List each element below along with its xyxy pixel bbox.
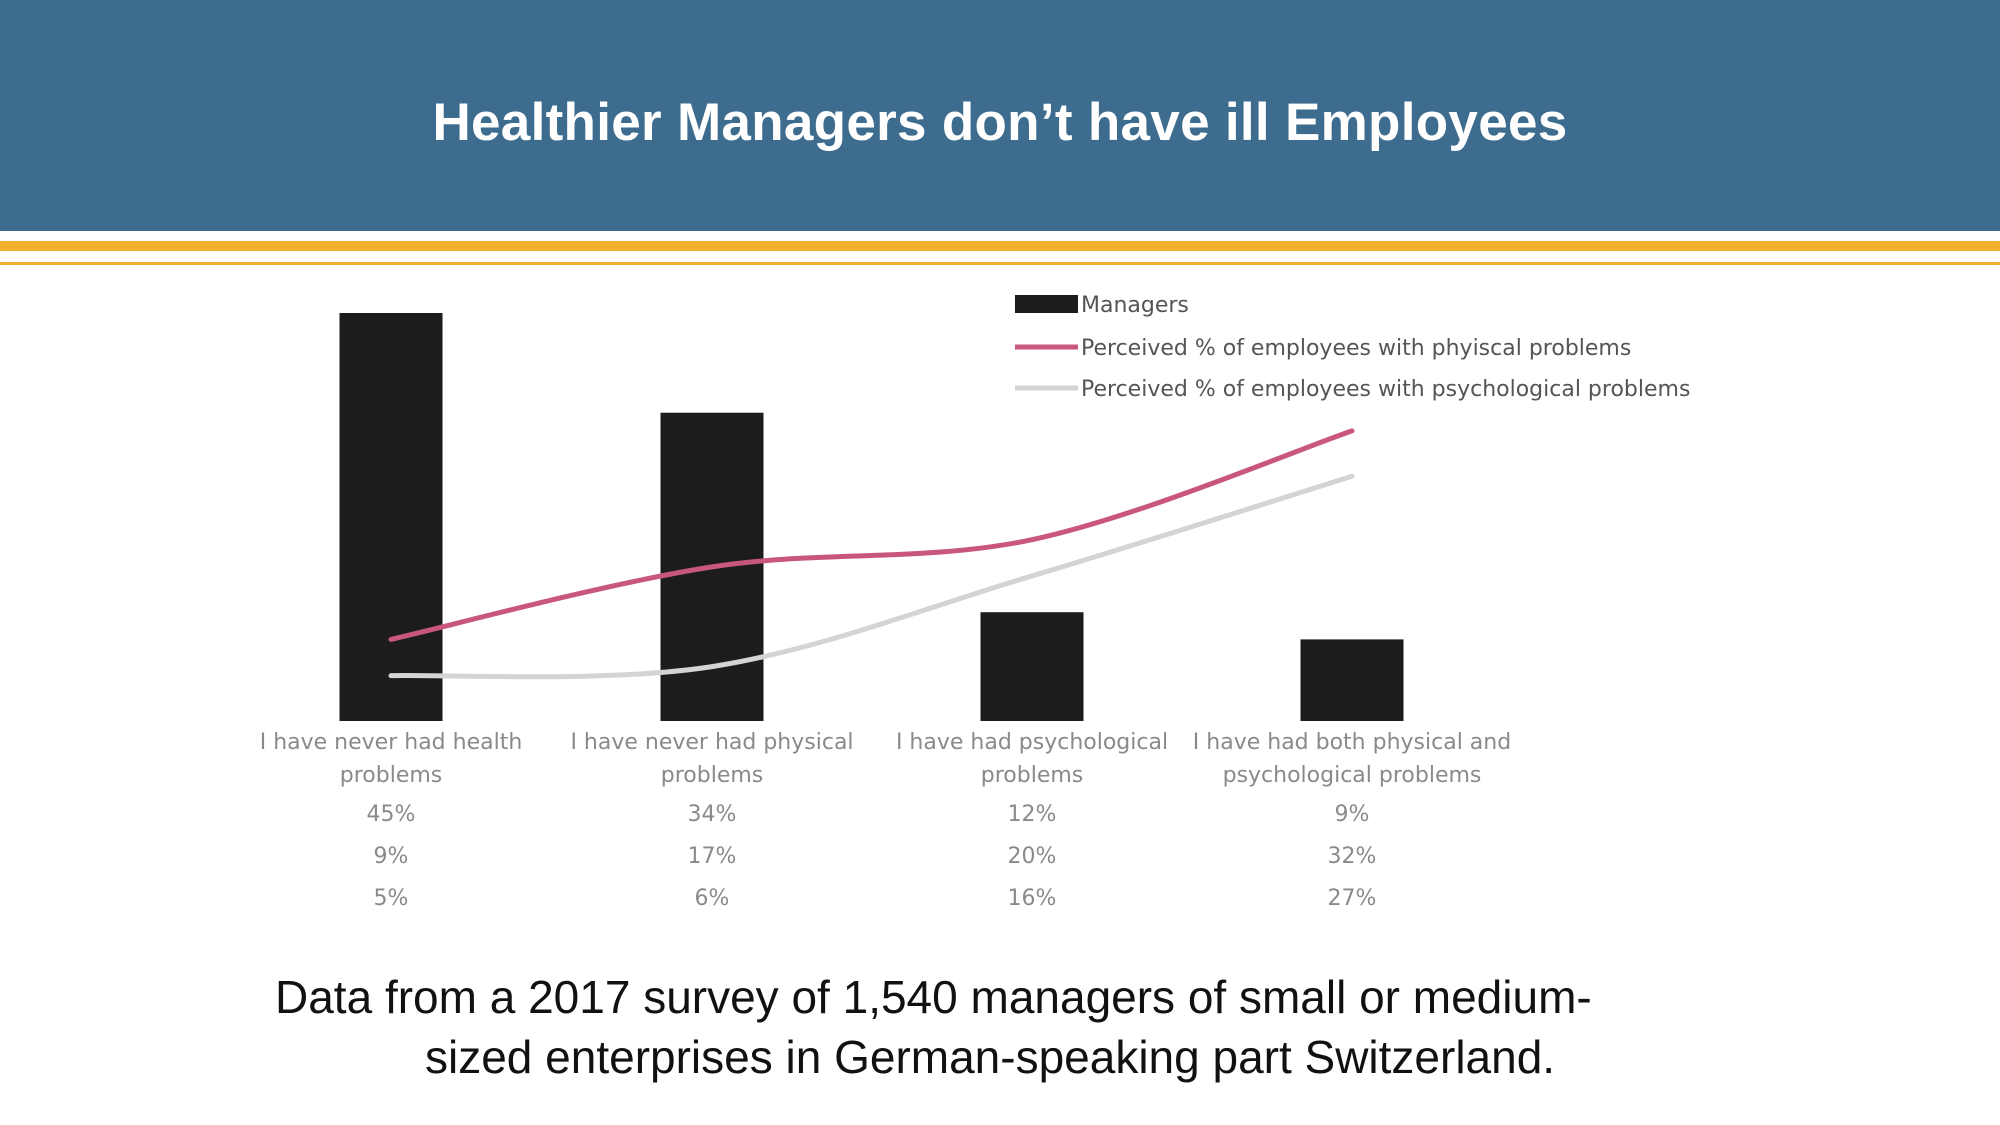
- table-cell: 5%: [374, 886, 409, 911]
- legend-label: Perceived % of employees with phyiscal p…: [1081, 336, 1631, 361]
- table-cell: 9%: [1335, 802, 1370, 827]
- category-label: I have never had physical: [570, 730, 853, 755]
- table-cell: 9%: [374, 844, 409, 869]
- chart-svg: Managers Perceived % of employees with ph…: [260, 293, 1691, 911]
- caption-line-1: Data from a 2017 survey of 1,540 manager…: [275, 971, 1592, 1023]
- accent-rule-thick: [0, 241, 2000, 251]
- data-table: 45% 34% 12% 9% 9% 17% 20% 32% 5% 6% 16% 27%: [367, 802, 1377, 911]
- physical-problems-line: [388, 428, 1355, 642]
- caption-line-2: sized enterprises in German-speaking par…: [425, 1031, 1556, 1083]
- table-cell: 6%: [695, 886, 730, 911]
- legend-label: Managers: [1081, 293, 1189, 318]
- title-banner: Healthier Managers don’t have ill Employ…: [0, 0, 2000, 231]
- category-label: I have had psychological: [896, 730, 1168, 755]
- line-series: [388, 428, 1355, 680]
- psychological-problems-line: [388, 473, 1355, 680]
- manager-bar: [1300, 639, 1404, 721]
- chart: Managers Perceived % of employees with ph…: [0, 270, 2000, 950]
- category-labels: I have never had health problems I have ne…: [260, 730, 1511, 788]
- chart-legend: Managers Perceived % of employees with ph…: [1015, 293, 1690, 402]
- table-cell: 27%: [1328, 886, 1377, 911]
- accent-rule-thin: [0, 262, 2000, 265]
- manager-bar: [980, 612, 1084, 721]
- manager-bar: [339, 313, 443, 721]
- slide-title: Healthier Managers don’t have ill Employ…: [432, 93, 1568, 152]
- category-label: problems: [340, 763, 443, 788]
- category-label: psychological problems: [1223, 763, 1482, 788]
- bar-series: [339, 313, 1404, 721]
- category-label: I have never had health: [260, 730, 523, 755]
- legend-label: Perceived % of employees with psychologi…: [1081, 377, 1690, 402]
- table-cell: 17%: [688, 844, 737, 869]
- table-cell: 20%: [1008, 844, 1057, 869]
- table-cell: 16%: [1008, 886, 1057, 911]
- legend-swatch-managers: [1015, 295, 1078, 313]
- table-cell: 45%: [367, 802, 416, 827]
- table-cell: 32%: [1328, 844, 1377, 869]
- category-label: problems: [981, 763, 1084, 788]
- category-label: problems: [661, 763, 764, 788]
- table-cell: 34%: [688, 802, 737, 827]
- table-cell: 12%: [1008, 802, 1057, 827]
- category-label: I have had both physical and: [1193, 730, 1511, 755]
